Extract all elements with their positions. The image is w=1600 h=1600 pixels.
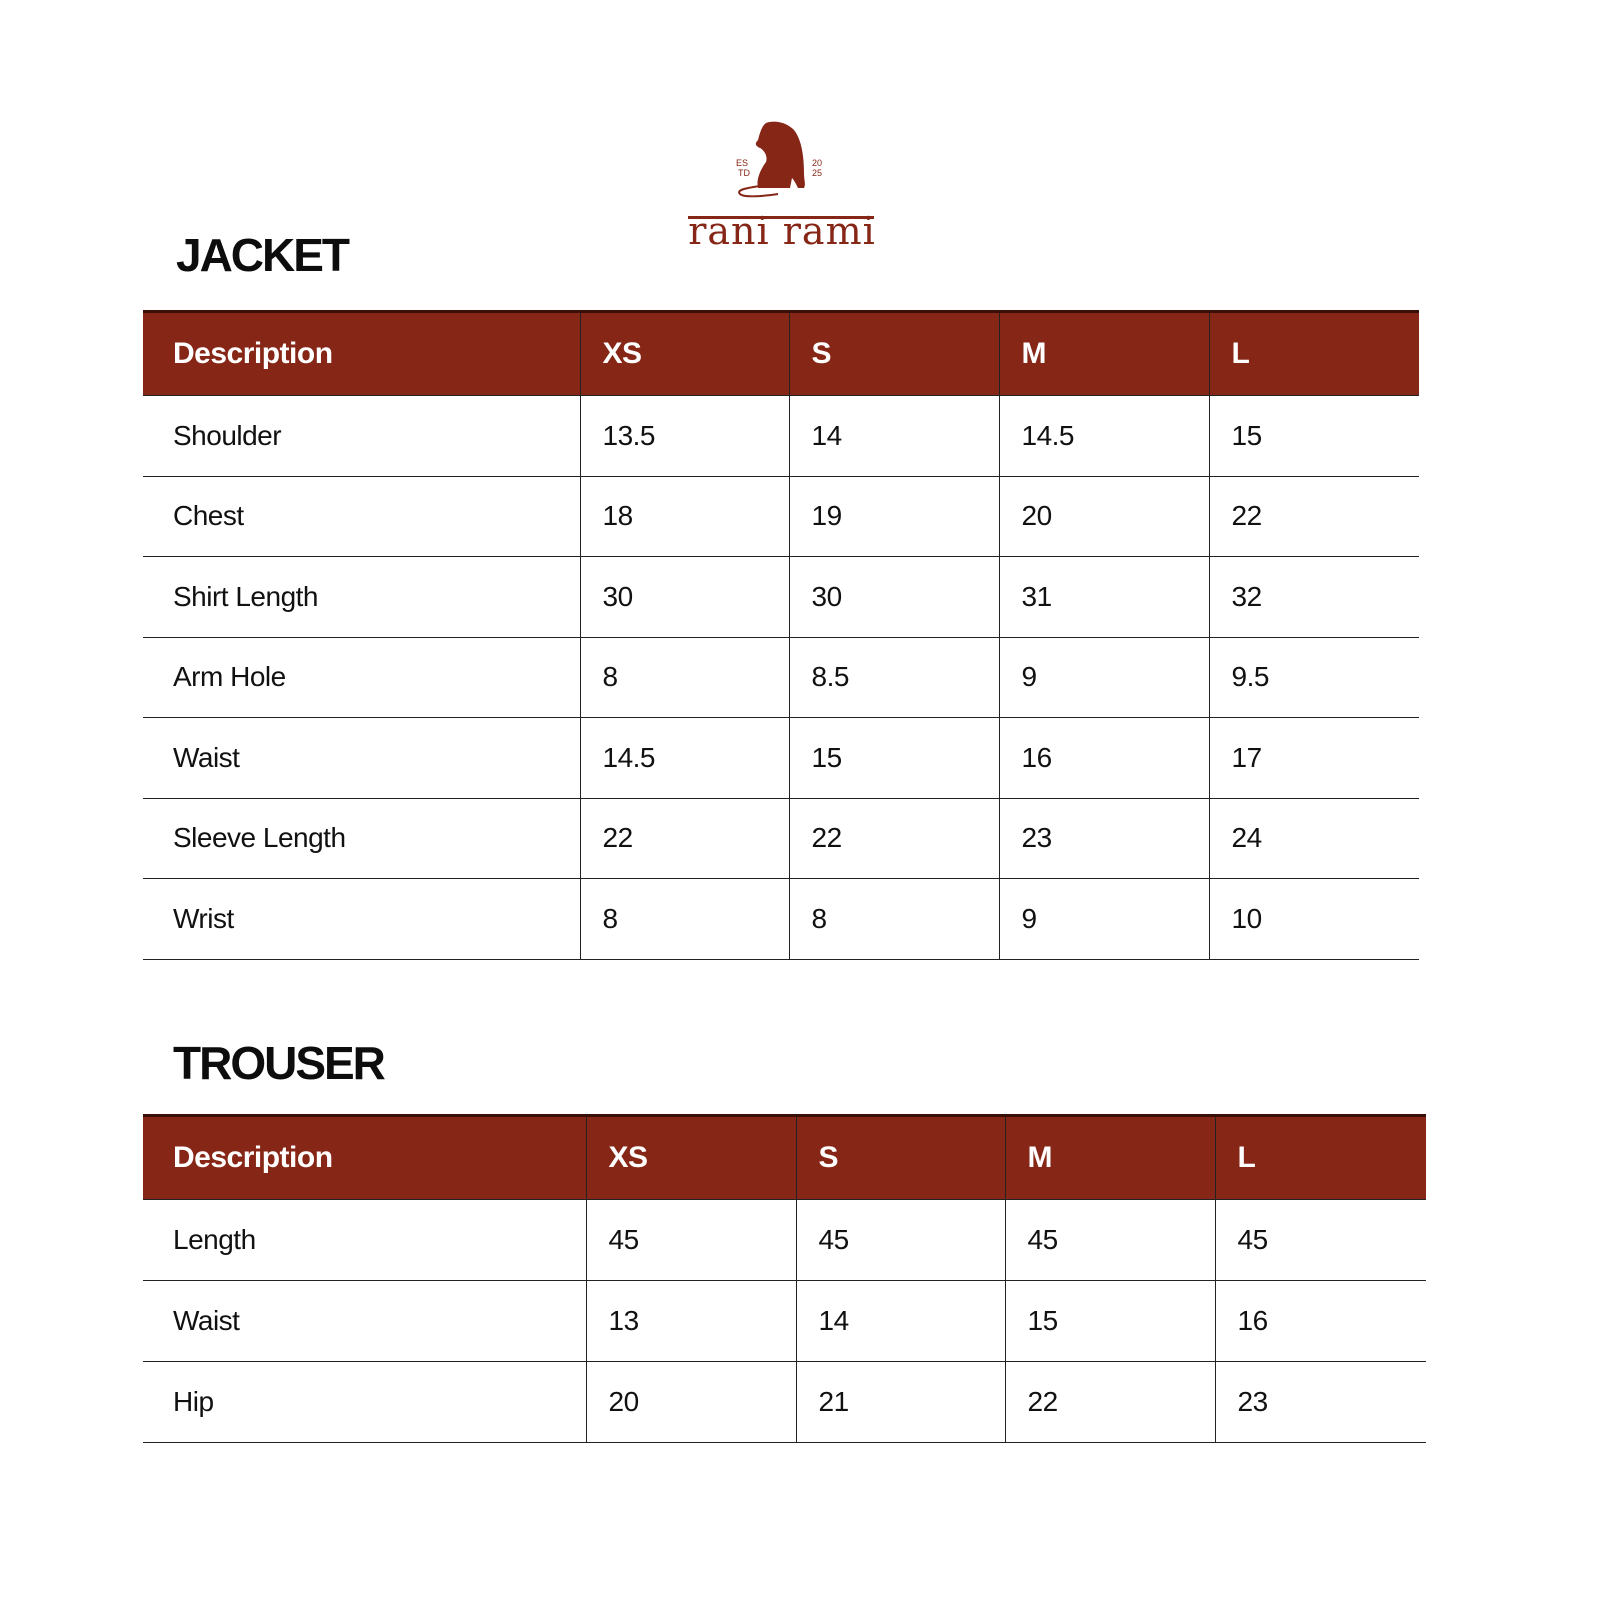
- svg-text:ES: ES: [736, 158, 748, 168]
- column-header: S: [788, 310, 999, 396]
- trouser-size-table: Description XS S M L Length 45 45 45 45 Waist 13 14 1…: [143, 1114, 1426, 1443]
- size-value: 14: [795, 1280, 1005, 1362]
- size-value: 22: [1208, 476, 1419, 557]
- column-header: Description: [143, 310, 580, 396]
- size-value: 8.5: [788, 637, 999, 718]
- size-value: 15: [788, 717, 999, 799]
- column-header: Description: [143, 1114, 586, 1200]
- size-value: 23: [998, 798, 1209, 879]
- column-header: XS: [585, 1114, 796, 1200]
- trouser-title: TROUSER: [173, 1037, 386, 1089]
- table-row: Length 45 45 45 45: [143, 1199, 1426, 1281]
- size-value: 45: [795, 1199, 1005, 1281]
- table-row: Wrist 8 8 9 10: [143, 878, 1419, 960]
- table-row: Chest 18 19 20 22: [143, 476, 1419, 557]
- size-value: 13: [585, 1280, 796, 1362]
- size-value: 9.5: [1208, 637, 1419, 718]
- size-value: 14.5: [998, 395, 1209, 477]
- row-label: Chest: [143, 476, 580, 557]
- jacket-size-table: Description XS S M L Shoulder 13.5 14 14.5 15 Ches…: [143, 310, 1419, 960]
- size-value: 32: [1208, 556, 1419, 638]
- size-value: 8: [579, 637, 789, 718]
- row-label: Waist: [143, 717, 580, 799]
- svg-text:rani rami: rani rami: [688, 209, 876, 253]
- column-header: L: [1214, 1114, 1426, 1200]
- column-header: S: [795, 1114, 1005, 1200]
- row-label: Sleeve Length: [143, 798, 580, 879]
- size-value: 31: [998, 556, 1209, 638]
- size-value: 24: [1208, 798, 1419, 879]
- size-value: 13.5: [579, 395, 789, 477]
- table-row: Waist 14.5 15 16 17: [143, 717, 1419, 799]
- size-value: 14: [788, 395, 999, 477]
- row-label: Arm Hole: [143, 637, 580, 718]
- size-value: 16: [998, 717, 1209, 799]
- size-value: 21: [795, 1361, 1005, 1443]
- table-row: Hip 20 21 22 23: [143, 1361, 1426, 1443]
- size-value: 22: [1004, 1361, 1215, 1443]
- size-value: 10: [1208, 878, 1419, 960]
- header-row: Description XS S M L: [143, 310, 1419, 396]
- size-value: 30: [788, 556, 999, 638]
- row-label: Hip: [143, 1361, 586, 1443]
- table-row: Shirt Length 30 30 31 32: [143, 556, 1419, 638]
- row-label: Shirt Length: [143, 556, 580, 638]
- row-label: Shoulder: [143, 395, 580, 477]
- column-header: M: [1004, 1114, 1215, 1200]
- column-header: L: [1208, 310, 1419, 396]
- size-value: 23: [1214, 1361, 1426, 1443]
- size-value: 20: [998, 476, 1209, 557]
- size-value: 45: [585, 1199, 796, 1281]
- svg-text:TD: TD: [738, 168, 750, 178]
- size-value: 16: [1214, 1280, 1426, 1362]
- svg-text:20: 20: [812, 158, 822, 168]
- size-value: 8: [579, 878, 789, 960]
- size-value: 22: [788, 798, 999, 879]
- size-value: 14.5: [579, 717, 789, 799]
- row-label: Waist: [143, 1280, 586, 1362]
- table-row: Arm Hole 8 8.5 9 9.5: [143, 637, 1419, 718]
- size-value: 45: [1214, 1199, 1426, 1281]
- size-value: 9: [998, 637, 1209, 718]
- column-header: M: [998, 310, 1209, 396]
- size-value: 20: [585, 1361, 796, 1443]
- size-value: 19: [788, 476, 999, 557]
- table-row: Waist 13 14 15 16: [143, 1280, 1426, 1362]
- size-value: 15: [1004, 1280, 1215, 1362]
- row-label: Wrist: [143, 878, 580, 960]
- size-value: 18: [579, 476, 789, 557]
- brand-logo: ES TD 20 25 rani rami: [686, 118, 878, 253]
- tiger-logo-icon: ES TD 20 25 rani rami: [688, 121, 876, 253]
- size-value: 22: [579, 798, 789, 879]
- size-value: 45: [1004, 1199, 1215, 1281]
- header-row: Description XS S M L: [143, 1114, 1426, 1200]
- size-value: 8: [788, 878, 999, 960]
- svg-text:25: 25: [812, 168, 822, 178]
- column-header: XS: [579, 310, 789, 396]
- size-value: 15: [1208, 395, 1419, 477]
- size-value: 9: [998, 878, 1209, 960]
- table-row: Sleeve Length 22 22 23 24: [143, 798, 1419, 879]
- row-label: Length: [143, 1199, 586, 1281]
- size-value: 30: [579, 556, 789, 638]
- jacket-title: JACKET: [176, 229, 350, 281]
- size-value: 17: [1208, 717, 1419, 799]
- table-row: Shoulder 13.5 14 14.5 15: [143, 395, 1419, 477]
